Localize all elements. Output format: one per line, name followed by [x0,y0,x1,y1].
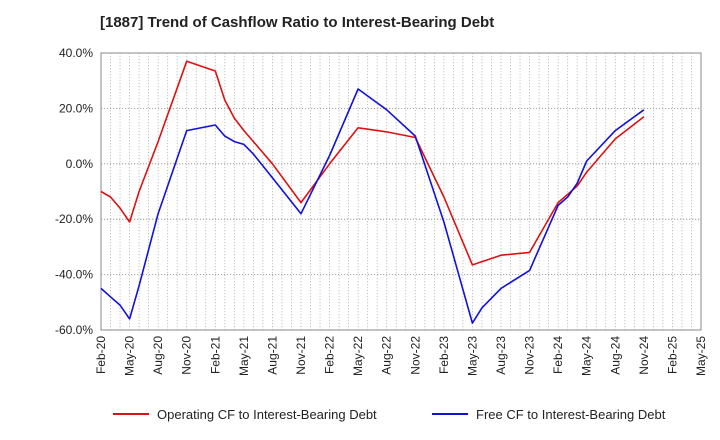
x-tick-label: Nov-22 [408,336,422,375]
x-tick-label: Feb-22 [323,336,337,374]
plot-frame [100,52,702,331]
y-tick-label: -60.0% [55,323,93,337]
x-tick-label: Aug-23 [494,336,508,375]
x-tick-label: Feb-20 [94,336,108,374]
y-tick-label: 0.0% [66,157,94,171]
chart-title: [1887] Trend of Cashflow Ratio to Intere… [100,14,495,31]
x-tick-label: May-23 [465,336,479,376]
series-layer [100,60,645,324]
legend-label: Free CF to Interest-Bearing Debt [476,407,666,422]
x-tick-label: Aug-22 [380,336,394,375]
x-tick-label: Nov-21 [294,336,308,375]
x-tick-label: Aug-20 [151,336,165,375]
y-tick-label: -20.0% [55,212,93,226]
series-line-operating-cf [100,60,645,266]
axis-layer: 40.0% 20.0% 0.0% -20.0% -40.0% -60.0%Feb-20 Ma… [55,46,708,376]
x-tick-label: Feb-23 [437,336,451,374]
legend-layer: Operating CF to Interest-Bearing Debt Fre… [113,407,666,422]
x-tick-label: Feb-25 [665,336,679,374]
grid-layer [101,53,701,330]
x-tick-label: Nov-24 [637,336,651,375]
x-tick-label: Aug-21 [265,336,279,375]
series-line-free-cf [100,88,645,324]
x-tick-label: Nov-20 [180,336,194,375]
x-tick-label: May-25 [694,336,708,376]
x-tick-label: May-24 [580,336,594,376]
x-tick-label: Feb-24 [551,336,565,374]
x-tick-label: Feb-21 [208,336,222,374]
legend-label: Operating CF to Interest-Bearing Debt [157,407,377,422]
x-tick-label: May-21 [237,336,251,376]
y-tick-label: -40.0% [55,268,93,282]
x-tick-label: Nov-23 [523,336,537,375]
y-tick-label: 20.0% [59,101,93,115]
y-tick-label: 40.0% [59,46,93,60]
x-tick-label: May-22 [351,336,365,376]
x-tick-label: May-20 [123,336,137,376]
x-tick-label: Aug-24 [608,336,622,375]
